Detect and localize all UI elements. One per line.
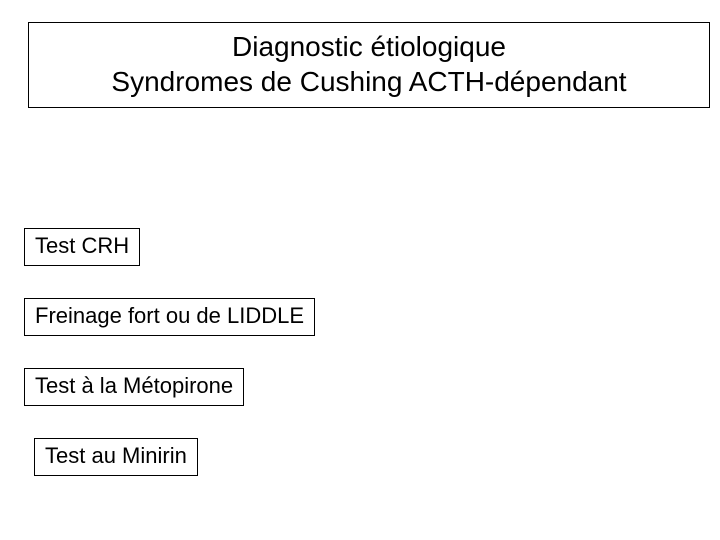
item-label: Freinage fort ou de LIDDLE <box>35 303 304 328</box>
title-line-1: Diagnostic étiologique <box>39 29 699 64</box>
list-item: Test à la Métopirone <box>24 368 244 406</box>
slide: Diagnostic étiologique Syndromes de Cush… <box>0 0 720 540</box>
list-item: Test CRH <box>24 228 140 266</box>
item-label: Test à la Métopirone <box>35 373 233 398</box>
list-item: Test au Minirin <box>34 438 198 476</box>
title-box: Diagnostic étiologique Syndromes de Cush… <box>28 22 710 108</box>
list-item: Freinage fort ou de LIDDLE <box>24 298 315 336</box>
item-label: Test au Minirin <box>45 443 187 468</box>
title-line-2: Syndromes de Cushing ACTH-dépendant <box>39 64 699 99</box>
item-label: Test CRH <box>35 233 129 258</box>
